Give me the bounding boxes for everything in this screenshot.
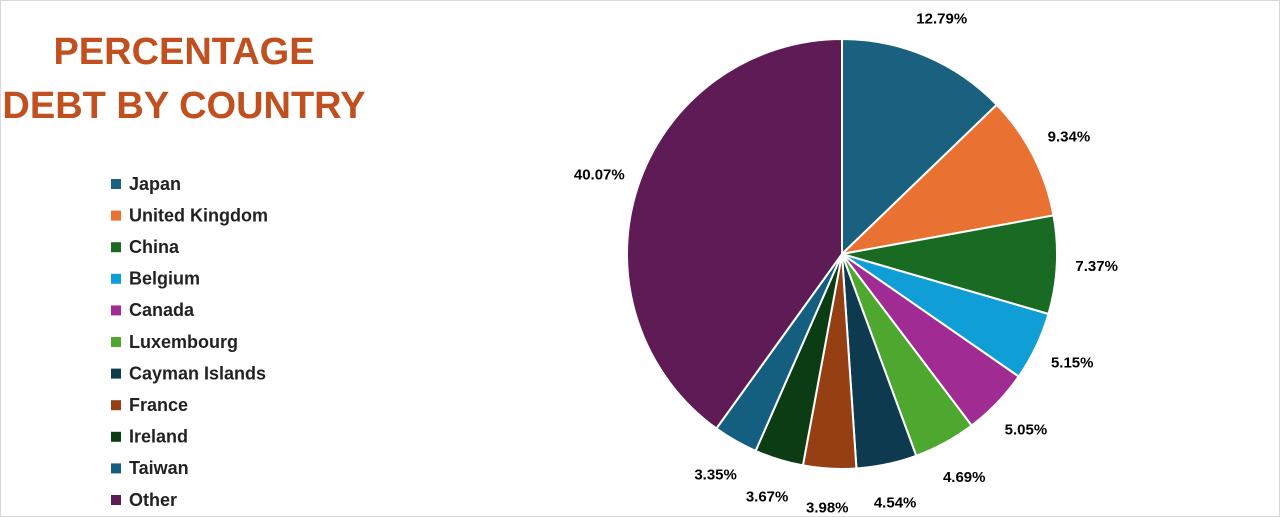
data-label: 5.15% bbox=[1051, 355, 1094, 372]
legend-swatch bbox=[111, 179, 121, 189]
legend-label: United Kingdom bbox=[129, 205, 268, 225]
legend-label: Other bbox=[129, 490, 177, 510]
legend-swatch bbox=[111, 210, 121, 221]
chart-title: PERCENTAGE DEBT BY COUNTRY bbox=[2, 31, 366, 127]
pie-slice bbox=[841, 214, 1058, 316]
legend-swatch bbox=[111, 495, 121, 505]
legend-label: Luxembourg bbox=[129, 332, 238, 352]
data-label: 4.69% bbox=[943, 469, 986, 486]
data-label: 12.79% bbox=[916, 10, 967, 27]
pie-slice bbox=[841, 37, 999, 257]
data-label: 3.67% bbox=[746, 489, 789, 506]
legend-swatch bbox=[111, 431, 121, 442]
legend-swatch bbox=[111, 368, 121, 379]
legend-label: Cayman Islands bbox=[129, 363, 266, 383]
legend-label: Ireland bbox=[129, 427, 188, 447]
data-label: 5.05% bbox=[1005, 422, 1048, 439]
data-label: 4.54% bbox=[874, 494, 917, 511]
legend-swatch bbox=[111, 273, 121, 284]
data-label: 3.98% bbox=[806, 500, 849, 516]
legend-label: Belgium bbox=[129, 269, 200, 289]
legend-label: Taiwan bbox=[129, 458, 189, 478]
data-label: 9.34% bbox=[1048, 129, 1091, 146]
legend-swatch bbox=[111, 305, 121, 316]
legend-swatch bbox=[111, 337, 121, 347]
legend-label: Japan bbox=[129, 174, 181, 194]
data-label: 7.37% bbox=[1075, 258, 1118, 275]
pie-slice bbox=[626, 37, 843, 430]
legend-swatch bbox=[111, 463, 121, 474]
legend-label: Canada bbox=[129, 300, 195, 320]
legend-label: France bbox=[129, 395, 188, 415]
legend-swatch bbox=[111, 242, 121, 253]
data-label: 40.07% bbox=[574, 167, 625, 184]
data-label: 3.35% bbox=[694, 466, 737, 483]
legend-swatch bbox=[111, 400, 121, 411]
pie-slice bbox=[838, 103, 1055, 256]
legend-label: China bbox=[129, 237, 180, 257]
